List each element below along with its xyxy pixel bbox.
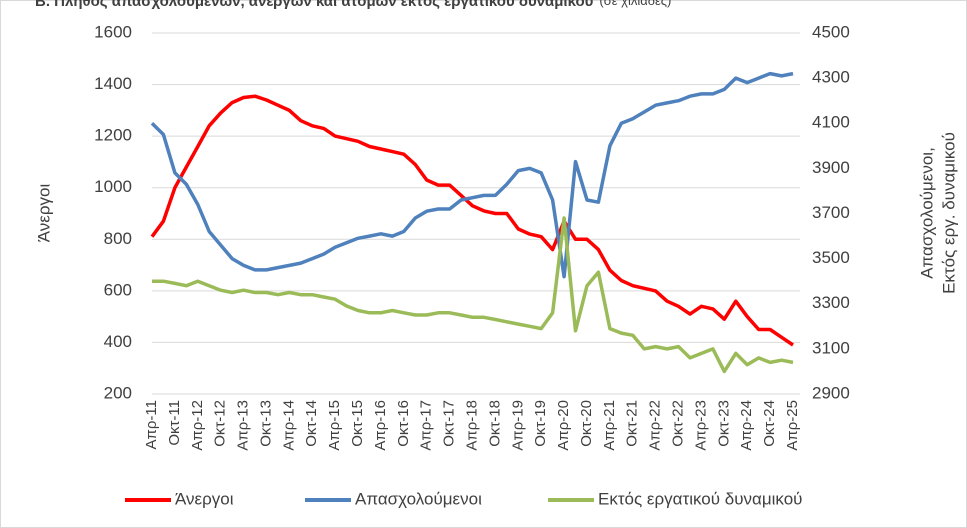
- x-tick-label: Οκτ-24: [761, 400, 778, 447]
- x-tick-label: Απρ-24: [738, 400, 755, 451]
- x-tick-label: Οκτ-14: [303, 400, 320, 447]
- series-line: [152, 216, 794, 374]
- chart-title: Β. Πλήθος απασχολούμενων, ανέργων και ατ…: [35, 0, 671, 10]
- legend-label: Εκτός εργατικού δυναμικού: [598, 489, 802, 508]
- y2-tick-label: 2900: [812, 383, 850, 402]
- y2-axis-title: Εκτός εργ. δυναμικού: [939, 132, 958, 294]
- x-tick-label: Απρ-20: [555, 400, 572, 451]
- x-tick-label: Οκτ-20: [578, 400, 595, 447]
- x-tick-label: Απρ-13: [235, 400, 252, 451]
- x-tick-label: Οκτ-18: [486, 400, 503, 447]
- x-tick-label: Απρ-12: [189, 400, 206, 451]
- y2-tick-label: 4300: [812, 68, 850, 87]
- y-tick-label: 1400: [94, 74, 132, 93]
- x-tick-label: Οκτ-11: [166, 400, 183, 446]
- title-note: (σε χιλιάδες): [599, 0, 671, 8]
- y2-tick-label: 3100: [812, 338, 850, 357]
- y-tick-label: 600: [104, 280, 132, 299]
- x-tick-label: Απρ-21: [601, 400, 618, 451]
- x-tick-label: Απρ-11: [143, 400, 160, 449]
- y-tick-label: 400: [104, 332, 132, 351]
- x-tick-label: Οκτ-21: [624, 400, 641, 447]
- y2-tick-label: 3500: [812, 248, 850, 267]
- y-axis-title: Άνεργοι: [34, 184, 53, 243]
- x-tick-label: Απρ-19: [509, 400, 526, 451]
- y-tick-label: 1600: [94, 22, 132, 41]
- x-tick-label: Οκτ-13: [257, 400, 274, 447]
- x-tick-label: Οκτ-23: [715, 400, 732, 447]
- x-tick-label: Οκτ-22: [670, 400, 687, 447]
- y2-tick-label: 3700: [812, 203, 850, 222]
- series-line: [150, 71, 794, 279]
- x-tick-label: Απρ-18: [463, 400, 480, 451]
- x-tick-label: Οκτ-12: [212, 400, 229, 447]
- x-tick-label: Απρ-16: [372, 400, 389, 451]
- y2-axis-title: Απασχολούμενοι,: [917, 147, 936, 279]
- y-tick-label: 1000: [94, 177, 132, 196]
- x-tick-label: Απρ-17: [418, 400, 435, 451]
- y-tick-label: 200: [104, 383, 132, 402]
- title-main: Β. Πλήθος απασχολούμενων, ανέργων και ατ…: [35, 0, 594, 10]
- y2-tick-label: 3300: [812, 293, 850, 312]
- x-tick-label: Οκτ-15: [349, 400, 366, 447]
- x-tick-label: Οκτ-16: [395, 400, 412, 447]
- x-tick-label: Απρ-22: [647, 400, 664, 451]
- legend-label: Άνεργοι: [175, 489, 234, 508]
- y-tick-label: 1200: [94, 126, 132, 145]
- x-tick-label: Οκτ-17: [441, 400, 458, 447]
- y-tick-label: 800: [104, 229, 132, 248]
- y2-tick-label: 4500: [812, 22, 850, 41]
- series-line: [150, 94, 794, 347]
- x-tick-label: Απρ-23: [692, 400, 709, 451]
- y2-tick-label: 3900: [812, 158, 850, 177]
- x-tick-label: Οκτ-19: [532, 400, 549, 447]
- x-tick-label: Απρ-14: [280, 400, 297, 451]
- x-tick-label: Απρ-15: [326, 400, 343, 451]
- legend-label: Απασχολούμενοι: [355, 489, 482, 508]
- x-tick-label: Απρ-25: [784, 400, 801, 451]
- y2-tick-label: 4100: [812, 113, 850, 132]
